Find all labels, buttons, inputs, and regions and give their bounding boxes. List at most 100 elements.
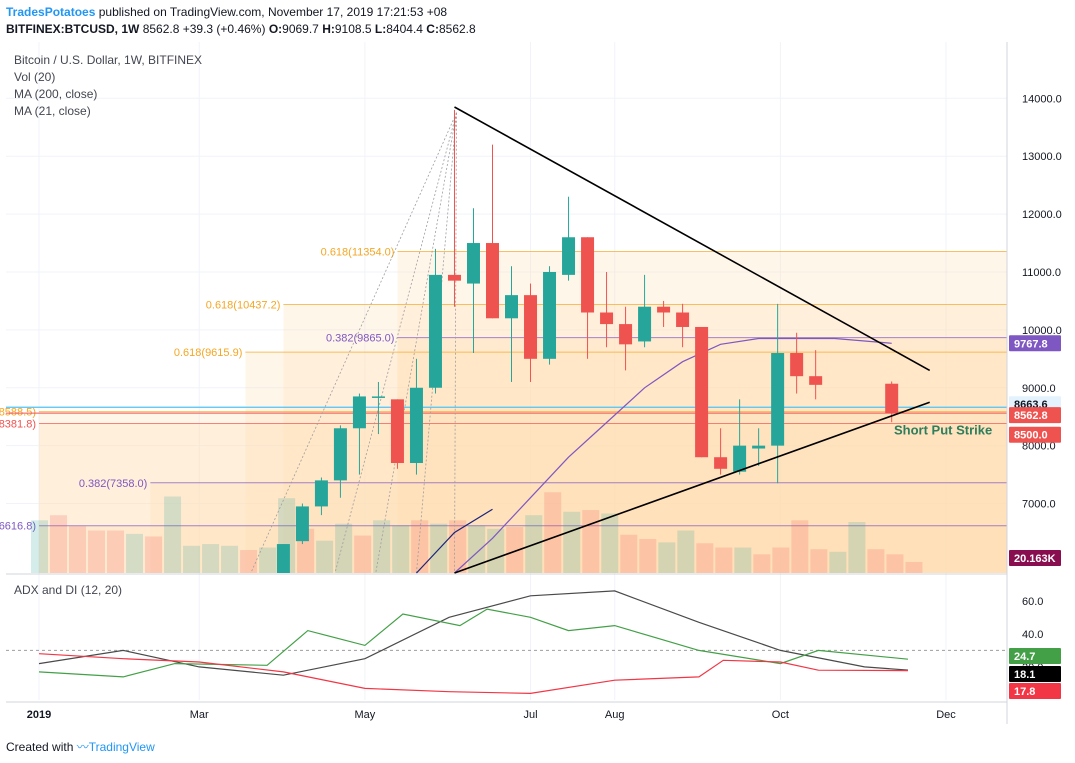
legend-ma21: MA (21, close)	[14, 104, 91, 118]
candle-body	[276, 544, 290, 573]
fib-zone	[283, 304, 1007, 573]
fib-fan	[250, 112, 457, 574]
candle-body	[714, 457, 728, 469]
volume-bar	[468, 525, 486, 573]
fan-ray	[454, 112, 457, 574]
symbol: BITFINEX:BTCUSD, 1W	[6, 22, 140, 36]
candle-body	[771, 353, 785, 446]
volume-bar	[620, 534, 638, 573]
volume-bar	[791, 520, 809, 573]
candle-body	[352, 396, 366, 429]
fib-zone	[245, 352, 1007, 573]
candle-body	[390, 399, 404, 464]
adx-pane	[6, 573, 1007, 695]
volume-bar	[164, 496, 182, 573]
axis-tag-text: 8500.0	[1014, 430, 1048, 442]
axis-tag-bg	[1009, 683, 1061, 699]
legend-title: Bitcoin / U.S. Dollar, 1W, BITFINEX	[14, 53, 203, 67]
volume-bar	[202, 544, 220, 573]
adx-legend: ADX and DI (12, 20)	[14, 583, 123, 597]
volume-bar	[639, 539, 657, 573]
l-value: 8404.4	[386, 22, 423, 36]
x-tick-label: 2019	[27, 709, 51, 721]
volume-bar	[240, 550, 258, 573]
axis-tag-text: 24.7	[1014, 651, 1035, 663]
volume-bar	[316, 540, 334, 573]
candle-body	[733, 445, 747, 472]
volume-bar	[69, 526, 87, 573]
trendline	[454, 106, 931, 372]
candle-body	[752, 445, 766, 449]
volume-bar	[905, 561, 923, 573]
axis-tag-bg	[1009, 666, 1061, 682]
volume-bar	[848, 522, 866, 573]
main-legend: Bitcoin / U.S. Dollar, 1W, BITFINEX Vol …	[14, 52, 202, 120]
fib-zone	[39, 525, 1007, 573]
candle-body	[447, 274, 461, 281]
candle-body	[466, 243, 480, 284]
volume-bar	[31, 520, 48, 573]
volume-bar	[145, 536, 163, 573]
axis-tag-text: 17.8	[1014, 686, 1035, 698]
axis-tag-bg	[1009, 335, 1061, 352]
candle-body	[486, 243, 499, 319]
fib-label: 0.618(10437.2)	[206, 300, 281, 312]
axis-tag-text: 9767.8	[1014, 338, 1048, 350]
x-tick-label: Dec	[936, 709, 956, 721]
volume-bar	[601, 513, 619, 573]
candle-body	[371, 396, 385, 398]
fan-ray	[375, 112, 457, 574]
price-change: +39.3 (+0.46%)	[182, 22, 266, 36]
volume-bar	[50, 515, 68, 573]
annotation-short-put-strike: Short Put Strike	[894, 423, 992, 438]
volume-bar	[126, 533, 144, 573]
volume-bar	[411, 520, 429, 573]
volume-bar	[563, 511, 581, 573]
tradingview-brand[interactable]: TradingView	[88, 740, 155, 754]
volume-bar	[373, 520, 391, 573]
axis-tag-bg	[1009, 648, 1061, 664]
author-link[interactable]: TradesPotatoes	[6, 5, 96, 19]
tradingview-logo-icon: 〰	[76, 740, 89, 754]
volume-bar	[677, 530, 695, 573]
ma-line	[454, 337, 892, 574]
symbol-header: BITFINEX:BTCUSD, 1W 8562.8 +39.3 (+0.46%…	[6, 22, 476, 36]
x-tick-label: May	[354, 709, 375, 721]
moving-averages	[416, 337, 892, 574]
candle-body	[505, 295, 519, 319]
published-text: published on TradingView.com, November 1…	[98, 5, 448, 19]
y-tick-label: 14000.0	[1022, 93, 1062, 105]
h-value: 9108.5	[334, 22, 372, 36]
x-tick-label: Oct	[772, 709, 789, 721]
trendlines: Short Put Strike	[454, 106, 992, 574]
y-tick-label: 10000.0	[1022, 325, 1062, 337]
fib-levels: 0.618(11354.0) 0.618(10437.2) 0.382(9865.0…	[0, 246, 1007, 573]
candle-body	[581, 237, 595, 313]
axis-tag-text: 18.1	[1014, 669, 1035, 681]
y-tick-label: 8000.0	[1022, 441, 1056, 453]
volume-bar	[753, 554, 771, 573]
candles	[276, 109, 899, 573]
candle-body	[790, 353, 804, 377]
o-label: O:	[268, 22, 283, 36]
candle-body	[619, 324, 633, 345]
y-tick-label: 12000.0	[1022, 209, 1062, 221]
o-value: 9069.7	[282, 22, 319, 36]
grid	[6, 42, 1007, 700]
volume-bar	[772, 547, 790, 573]
candle-body	[428, 274, 442, 388]
volume-bar	[506, 527, 524, 573]
volume-bar	[107, 530, 125, 573]
candle-body	[638, 306, 652, 342]
volume-bar	[335, 523, 353, 573]
volume-bar	[354, 535, 372, 573]
fib-label: 0.382(6616.8)	[0, 521, 36, 533]
volume-bar	[544, 492, 562, 573]
adx-series-line	[38, 653, 909, 695]
last-price: 8562.8	[142, 22, 180, 36]
volume-bar	[183, 545, 201, 573]
candle-body	[295, 506, 309, 542]
fan-ray	[334, 112, 457, 574]
candle-body	[562, 237, 576, 275]
